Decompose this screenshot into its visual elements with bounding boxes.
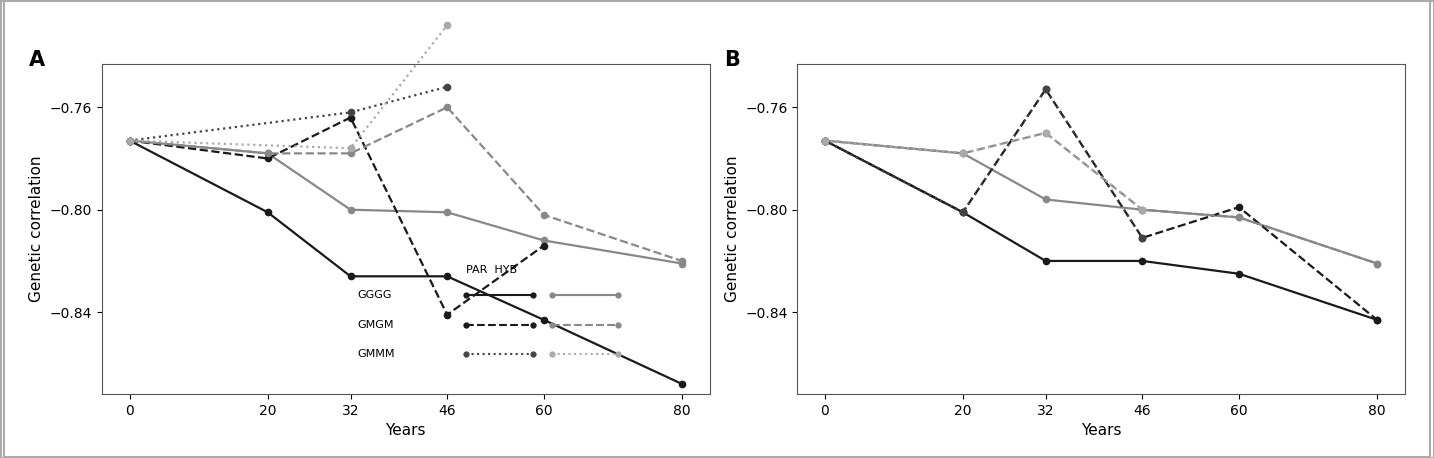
Y-axis label: Genetic correlation: Genetic correlation <box>29 156 44 302</box>
Y-axis label: Genetic correlation: Genetic correlation <box>724 156 740 302</box>
Text: A: A <box>29 50 46 71</box>
Text: B: B <box>724 50 740 71</box>
Text: PAR  HYB: PAR HYB <box>466 265 518 275</box>
Text: GMGM: GMGM <box>357 320 394 330</box>
X-axis label: Years: Years <box>386 423 426 438</box>
Text: GGGG: GGGG <box>357 290 391 300</box>
Text: GMMM: GMMM <box>357 349 394 360</box>
X-axis label: Years: Years <box>1081 423 1121 438</box>
